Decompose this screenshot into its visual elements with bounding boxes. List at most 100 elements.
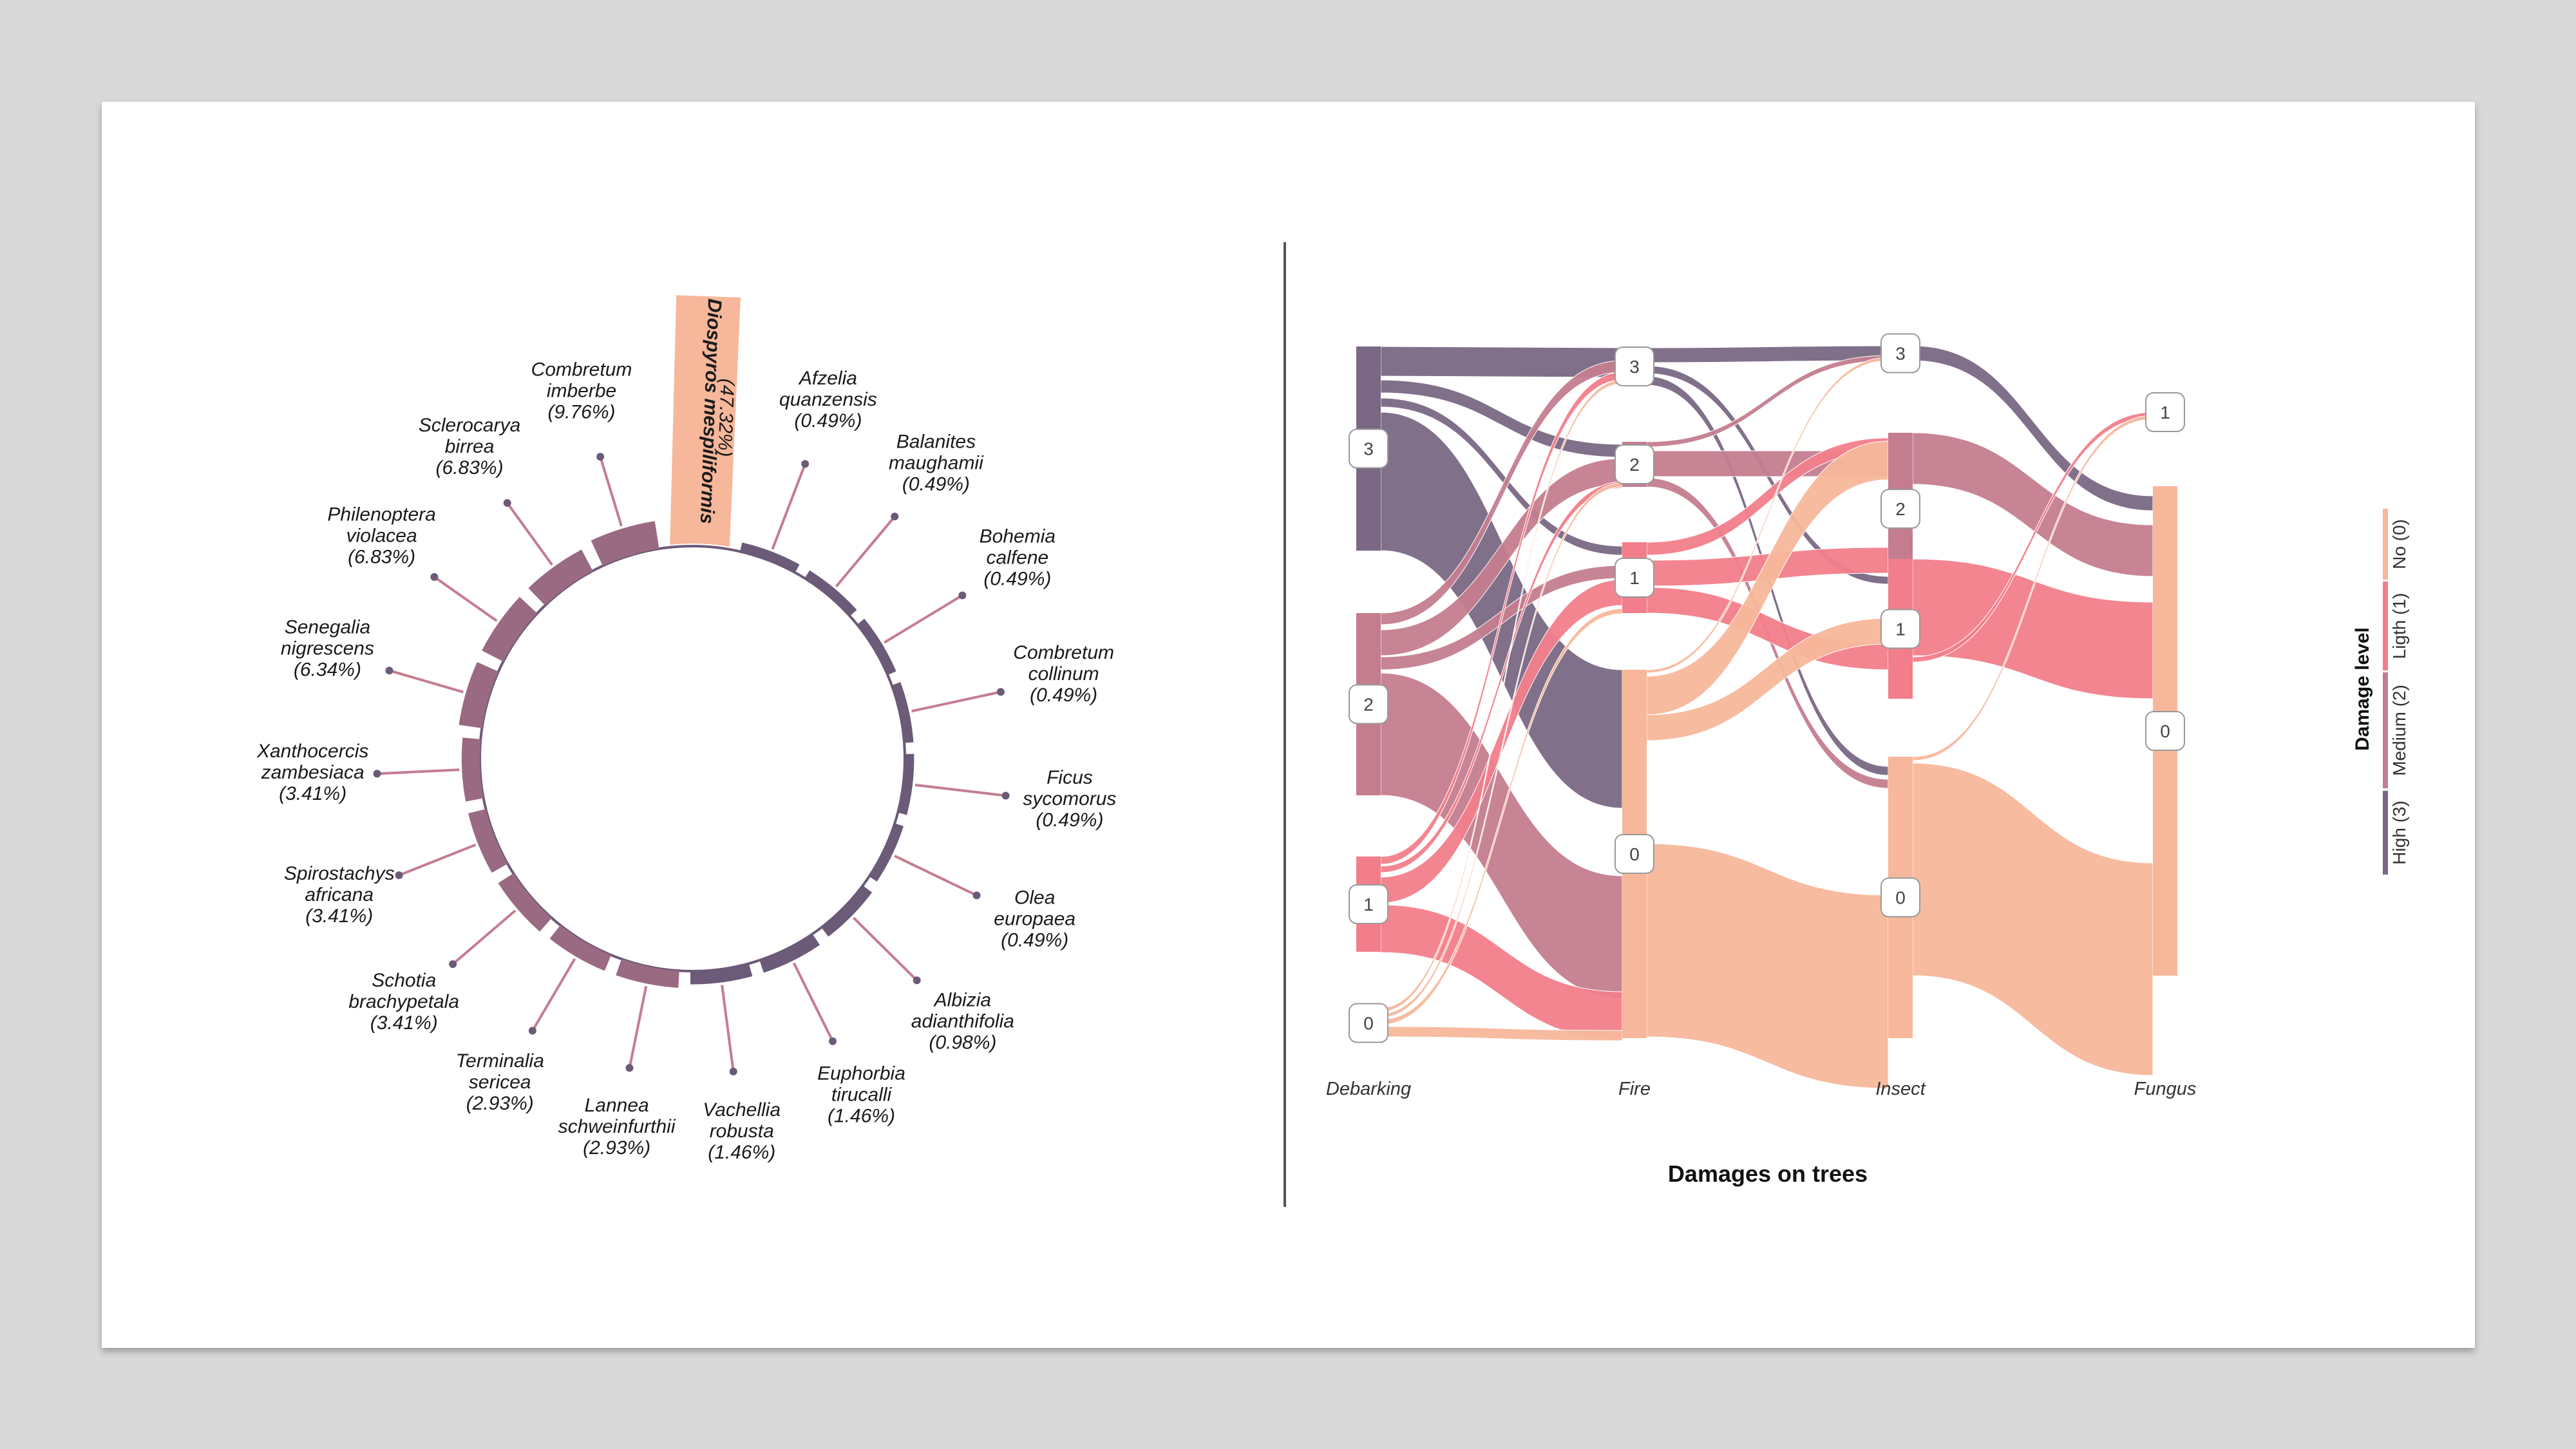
label-philenoptera-violacea: Philenoptera violacea (6.83%) [327,504,435,567]
node-badge-fire-1 [1615,558,1654,598]
flow-0-0-to-0-15 [1380,1026,1623,1041]
node-label-debarking-2: 2 [1363,695,1374,715]
leader-dot-combretum-imberbe [596,453,605,461]
leader-dot-xanthocercis-zambesiaca [373,770,381,778]
leader-dot-albizia-adianthifolia [913,976,921,985]
value-diospyros-mespiliformis: (47.32%) [714,378,737,457]
leader-dot-olea-europaea [972,891,981,900]
bar-olea-europaea [869,823,904,882]
legend-label-3: High (3) [2389,800,2409,865]
bar-schotia-brachypetala [498,873,552,932]
leader-xanthocercis-zambesiaca [377,768,460,775]
chart-title: Damages on trees [1668,1160,1868,1187]
node-badge-insect-3 [1880,333,1920,374]
leader-dot-lannea-schweinfurthii [625,1064,634,1072]
node-badge-fire-0 [1615,834,1654,874]
bar-xanthocercis-zambesiaca [461,737,484,802]
leader-dot-terminalia-sericea [528,1027,536,1035]
leader-dot-euphorbia-tirucalli [829,1037,837,1045]
flow-2-0-to-0-34 [1912,762,2154,1076]
leader-terminalia-sericea [531,958,576,1032]
legend-swatch-1 [2383,582,2388,670]
legend-label-0: No (0) [2389,519,2409,569]
node-badge-fire-3 [1615,346,1654,386]
bar-combretum-imberbe [591,521,659,566]
leader-vachellia-robusta [721,985,735,1072]
sankey-nodes: 3 2 1 0 3 2 1 0 3 2 1 0 1 0 [1349,333,2185,1043]
label-euphorbia-tirucalli: Euphorbia tirucalli (1.46%) [817,1063,905,1126]
leader-afzelia-quanzensis [771,463,807,550]
legend-swatch-0 [2383,509,2388,580]
node-label-insect-0: 0 [1895,888,1906,908]
bar-vachellia-robusta [690,963,753,985]
label-combretum-imberbe: Combretum imberbe (9.76%) [531,359,632,423]
label-balanites-maughamii: Balanites maughamii (0.49%) [889,431,984,495]
leader-dot-sclerocarya-birrea [503,499,511,507]
node-badge-insect-0 [1880,877,1920,918]
node-label-insect-2: 2 [1895,499,1906,519]
bar-euphorbia-tirucalli [759,934,820,973]
bar-sclerocarya-birrea [528,549,593,606]
leader-ficus-sycomorus [914,783,1006,797]
bar-philenoptera-violacea [482,596,538,662]
node-label-fire-3: 3 [1629,357,1640,377]
leader-combretum-imberbe [599,456,623,527]
bar-lannea-schweinfurthii [616,959,679,988]
stage-label-insect: Insect [1875,1079,1926,1099]
leader-bohemia-calfene [884,594,963,644]
leader-spirostachys-africana [398,843,477,876]
flow-0-0-to-1-14 [1380,608,1623,1025]
bar-terminalia-sericea [549,925,611,971]
flow-2-1-to-0-31 [1912,558,2154,699]
node-label-fire-1: 1 [1629,568,1640,588]
leader-sclerocarya-birrea [506,502,553,566]
label-combretum-collinum: Combretum collinum (0.49%) [1013,642,1114,706]
label-albizia-adianthifolia: Albizia adianthifolia (0.98%) [911,990,1014,1054]
node-badge-fire-2 [1615,444,1654,484]
bar-ficus-sycomorus [898,753,914,815]
node-label-fire-2: 2 [1629,455,1640,475]
panel-divider [1283,242,1286,1207]
node-badge-debarking-2 [1349,684,1388,724]
label-afzelia-quanzensis: Afzelia quanzensis (0.49%) [779,368,877,431]
label-senegalia-nigrescens: Senegalia nigrescens (6.34%) [281,616,374,680]
leader-lannea-schweinfurthii [628,985,648,1068]
label-spirostachys-africana: Spirostachys africana (3.41%) [284,863,395,927]
leader-dot-philenoptera-violacea [430,573,439,581]
leader-dot-afzelia-quanzensis [801,460,810,468]
label-terminalia-sericea: Terminalia sericea (2.93%) [456,1050,544,1114]
node-badge-debarking-1 [1349,884,1388,924]
leader-dot-schotia-brachypetala [449,960,457,969]
leader-combretum-collinum [911,690,1001,713]
damage-level-legend: No (0) Ligth (1) Medium (2) High (3) Damage … [2352,509,2409,875]
node-label-insect-3: 3 [1895,344,1906,364]
leader-dot-bohemia-calfene [958,591,967,600]
node-badge-insect-2 [1880,489,1920,529]
legend-label-2: Medium (2) [2389,685,2409,776]
label-ficus-sycomorus: Ficus sycomorus (0.49%) [1023,767,1116,831]
leader-philenoptera-violacea [433,576,498,622]
label-schotia-brachypetala: Schotia brachypetala (3.41%) [348,970,459,1034]
node-badge-fungus-0 [2145,711,2185,751]
bar-spirostachys-africana [468,809,508,873]
node-label-debarking-3: 3 [1363,439,1374,459]
stage-label-fungus: Fungus [2134,1079,2197,1099]
leader-schotia-brachypetala [451,909,516,965]
bar-afzelia-quanzensis [740,542,800,573]
node-label-fungus-0: 0 [2160,721,2170,741]
sankey-flows [1380,345,2154,1089]
label-sclerocarya-birrea: Sclerocarya birrea (6.83%) [419,415,520,478]
leader-euphorbia-tirucalli [792,962,834,1042]
leader-olea-europaea [894,855,978,897]
label-xanthocercis-zambesiaca: Xanthocercis zambesiaca (3.41%) [256,741,368,804]
node-label-debarking-0: 0 [1363,1014,1374,1034]
label-lannea-schweinfurthii: Lannea schweinfurthii (2.93%) [558,1095,676,1159]
legend-label-1: Ligth (1) [2389,593,2409,659]
node-label-debarking-1: 1 [1363,895,1374,914]
bar-diospyros-mespiliformis [670,295,741,547]
leader-albizia-adianthifolia [853,916,918,981]
node-badge-debarking-3 [1349,428,1388,469]
leader-dot-senegalia-nigrescens [385,667,393,675]
